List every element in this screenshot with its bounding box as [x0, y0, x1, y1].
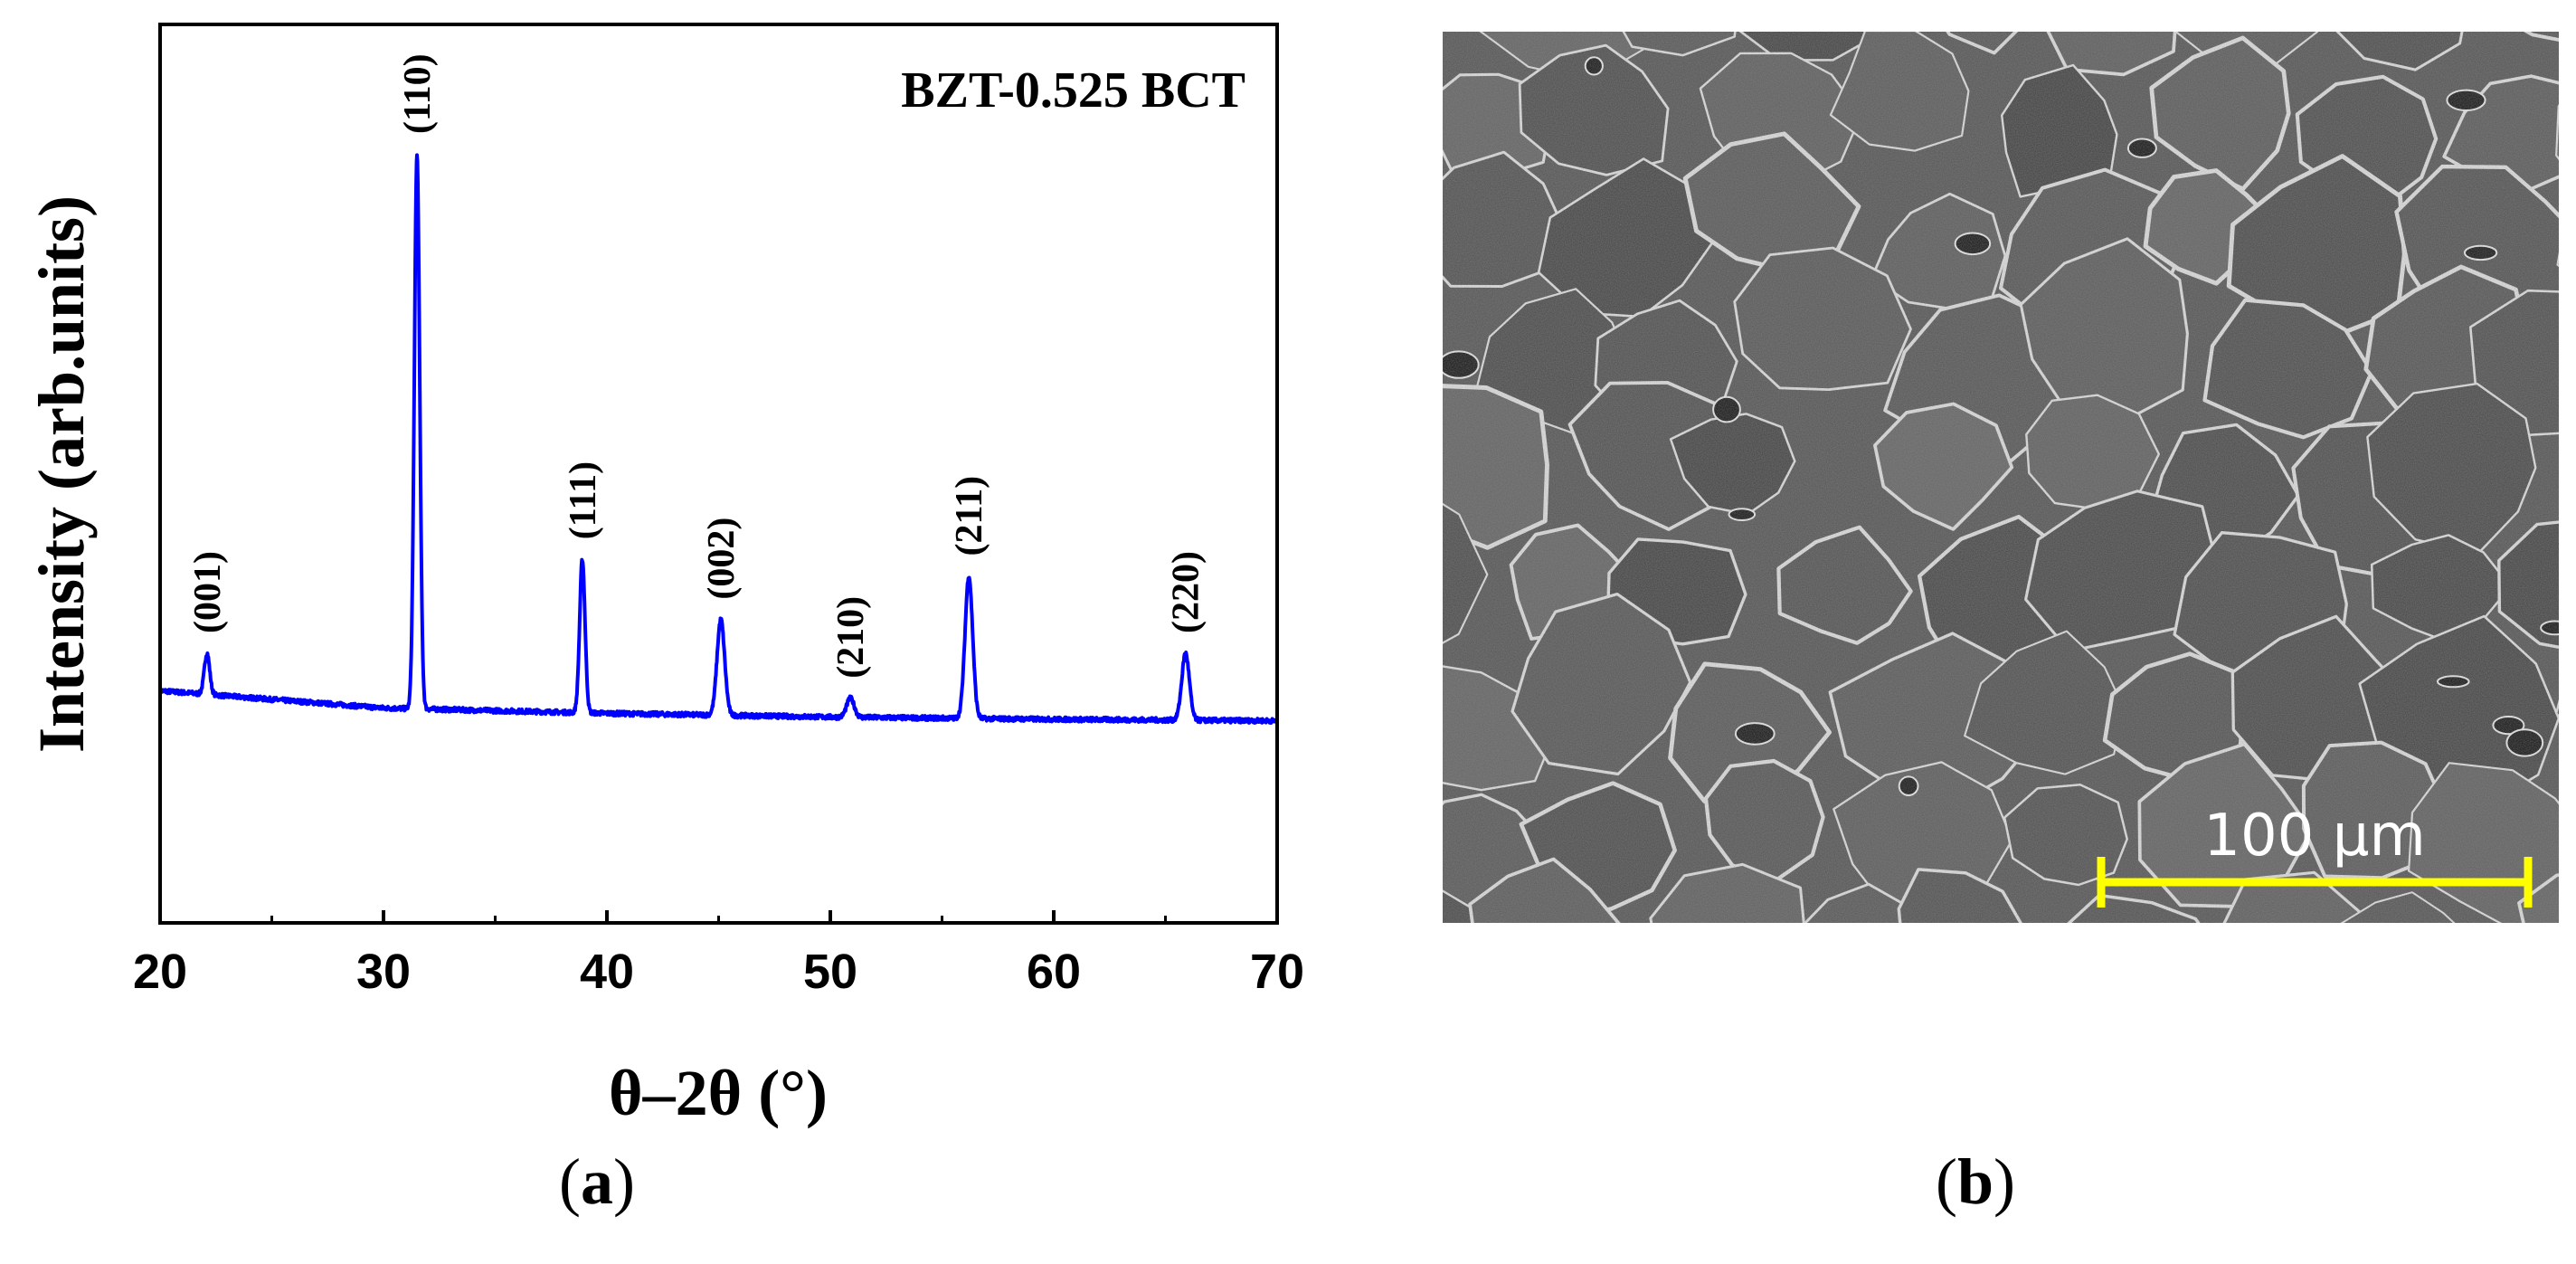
- xrd-line-layer: [158, 153, 1279, 725]
- x-tick-label: 70: [1250, 945, 1304, 999]
- peak-label: (210): [830, 596, 872, 679]
- peak-label: (220): [1166, 551, 1208, 633]
- peak-label: (110): [397, 53, 439, 134]
- sample-annotation: BZT-0.525 BCT: [901, 62, 1245, 119]
- xrd-line: [158, 153, 1279, 725]
- xrd-chart: 20 30 40 50 60 70 (001) (110) (111) (002) (210) (2…: [25, 23, 1304, 1129]
- scale-bar: 100 µm: [2097, 803, 2533, 908]
- x-tick-label: 60: [1027, 945, 1081, 999]
- y-axis-label: Intensity (arb.units): [25, 195, 98, 753]
- sem-texture: [1443, 32, 2559, 923]
- x-axis-label: θ–2θ (°): [609, 1057, 828, 1129]
- x-ticks: 20 30 40 50 60 70: [133, 910, 1304, 999]
- x-tick-label: 30: [356, 945, 411, 999]
- x-tick-label: 40: [580, 945, 634, 999]
- panel-label-a: (a): [559, 1145, 635, 1218]
- plot-frame: [158, 23, 1279, 925]
- peak-labels: (001) (110) (111) (002) (210) (211) (220): [187, 53, 1208, 678]
- sem-image: 100 µm: [1443, 32, 2559, 923]
- peak-label: (211): [949, 476, 990, 556]
- panel-label-b: (b): [1936, 1145, 2016, 1218]
- sem-micrograph: 100 µm: [1443, 32, 2559, 923]
- peak-label: (111): [563, 461, 604, 539]
- peak-label: (002): [701, 518, 743, 600]
- peak-label: (001): [187, 551, 229, 633]
- x-tick-label: 20: [133, 945, 187, 999]
- x-tick-label: 50: [803, 945, 857, 999]
- scale-bar-label: 100 µm: [2203, 803, 2426, 870]
